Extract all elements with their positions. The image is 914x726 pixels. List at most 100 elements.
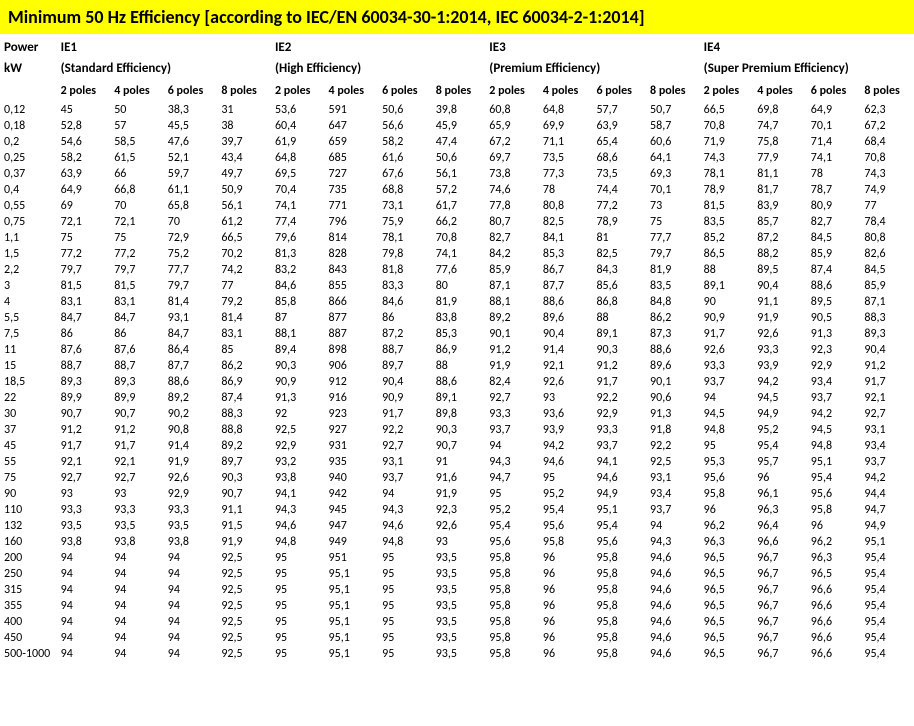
data-cell: 95,4 [860, 598, 914, 614]
data-cell: 88,2 [753, 246, 807, 262]
data-cell: 94,2 [807, 406, 861, 422]
data-cell: 93,3 [700, 358, 754, 374]
data-cell: 95,4 [860, 582, 914, 598]
data-cell: 87,7 [164, 358, 218, 374]
data-cell: 94,7 [485, 470, 539, 486]
data-cell: 82,6 [860, 246, 914, 262]
sub-col-1-1: 4 poles [325, 76, 379, 102]
data-cell: 72,9 [164, 230, 218, 246]
data-cell: 49,7 [217, 166, 271, 182]
data-cell: 90,4 [378, 374, 432, 390]
data-cell: 95,7 [753, 454, 807, 470]
data-cell: 93,7 [646, 502, 700, 518]
data-cell: 866 [325, 294, 379, 310]
data-cell: 95 [378, 614, 432, 630]
data-cell: 90,4 [860, 342, 914, 358]
power-cell: 7,5 [0, 326, 57, 342]
data-cell: 94 [110, 614, 164, 630]
data-cell: 94,9 [753, 406, 807, 422]
data-cell: 73,1 [378, 198, 432, 214]
data-cell: 90,5 [807, 310, 861, 326]
data-cell: 95,1 [325, 598, 379, 614]
data-cell: 92,6 [753, 326, 807, 342]
data-cell: 70,2 [217, 246, 271, 262]
data-cell: 96 [539, 582, 593, 598]
data-cell: 92,6 [539, 374, 593, 390]
data-cell: 93,8 [164, 534, 218, 550]
data-cell: 93,3 [110, 502, 164, 518]
data-cell: 82,5 [539, 214, 593, 230]
data-cell: 61,1 [164, 182, 218, 198]
data-cell: 94,9 [860, 518, 914, 534]
data-cell: 66 [110, 166, 164, 182]
data-cell: 78,9 [592, 214, 646, 230]
data-cell: 71,1 [539, 134, 593, 150]
data-cell: 95,1 [325, 630, 379, 646]
data-cell: 94,2 [860, 470, 914, 486]
data-cell: 95,8 [592, 550, 646, 566]
table-row: 1,577,277,275,270,281,382879,874,184,285… [0, 246, 914, 262]
data-cell: 92 [271, 406, 325, 422]
data-cell: 58,2 [57, 150, 111, 166]
table-row: 11093,393,393,391,194,394594,392,395,295… [0, 502, 914, 518]
data-cell: 93,7 [592, 438, 646, 454]
data-cell: 95,8 [485, 598, 539, 614]
data-cell: 77,2 [592, 198, 646, 214]
data-cell: 95,8 [592, 582, 646, 598]
data-cell: 94 [164, 598, 218, 614]
table-row: 0,254,658,547,639,761,965958,247,467,271… [0, 134, 914, 150]
data-cell: 88,3 [217, 406, 271, 422]
data-cell: 923 [325, 406, 379, 422]
data-cell: 65,4 [592, 134, 646, 150]
data-cell: 91,9 [217, 534, 271, 550]
data-cell: 79,7 [110, 262, 164, 278]
group-label-1: (High Efficiency) [271, 55, 485, 76]
power-cell: 45 [0, 438, 57, 454]
data-cell: 70,8 [860, 150, 914, 166]
data-cell: 591 [325, 102, 379, 118]
data-cell: 95 [378, 566, 432, 582]
data-cell: 81,3 [271, 246, 325, 262]
data-cell: 89,1 [592, 326, 646, 342]
data-cell: 85 [217, 342, 271, 358]
data-cell: 94,9 [592, 486, 646, 502]
data-cell: 86,8 [592, 294, 646, 310]
data-cell: 69,8 [753, 102, 807, 118]
data-cell: 95,8 [485, 646, 539, 662]
data-cell: 93,7 [807, 390, 861, 406]
data-cell: 95,4 [860, 566, 914, 582]
data-cell: 93,6 [539, 406, 593, 422]
data-cell: 93 [539, 390, 593, 406]
table-row: 20094949492,5959519593,595,89695,894,696… [0, 550, 914, 566]
data-cell: 83,5 [646, 278, 700, 294]
data-cell: 94 [164, 582, 218, 598]
data-cell: 887 [325, 326, 379, 342]
data-cell: 89,7 [217, 454, 271, 470]
sub-col-3-0: 2 poles [700, 76, 754, 102]
data-cell: 95,8 [592, 566, 646, 582]
data-cell: 91,2 [57, 422, 111, 438]
data-cell: 77,9 [753, 150, 807, 166]
data-cell: 94 [110, 598, 164, 614]
data-cell: 91,3 [271, 390, 325, 406]
data-cell: 93,3 [164, 502, 218, 518]
data-cell: 86 [110, 326, 164, 342]
data-cell: 45 [57, 102, 111, 118]
data-cell: 95,3 [700, 454, 754, 470]
data-cell: 96,7 [753, 646, 807, 662]
power-cell: 0,37 [0, 166, 57, 182]
data-cell: 94,5 [700, 406, 754, 422]
data-cell: 95,8 [807, 502, 861, 518]
data-cell: 75 [110, 230, 164, 246]
data-cell: 38 [217, 118, 271, 134]
data-cell: 78 [539, 182, 593, 198]
power-cell: 0,25 [0, 150, 57, 166]
sub-col-3-2: 6 poles [807, 76, 861, 102]
data-cell: 94,8 [807, 438, 861, 454]
power-header-2: kW [0, 55, 57, 76]
data-cell: 73 [646, 198, 700, 214]
data-cell: 73,8 [485, 166, 539, 182]
data-cell: 58,5 [110, 134, 164, 150]
data-cell: 80 [432, 278, 486, 294]
data-cell: 93,8 [110, 534, 164, 550]
